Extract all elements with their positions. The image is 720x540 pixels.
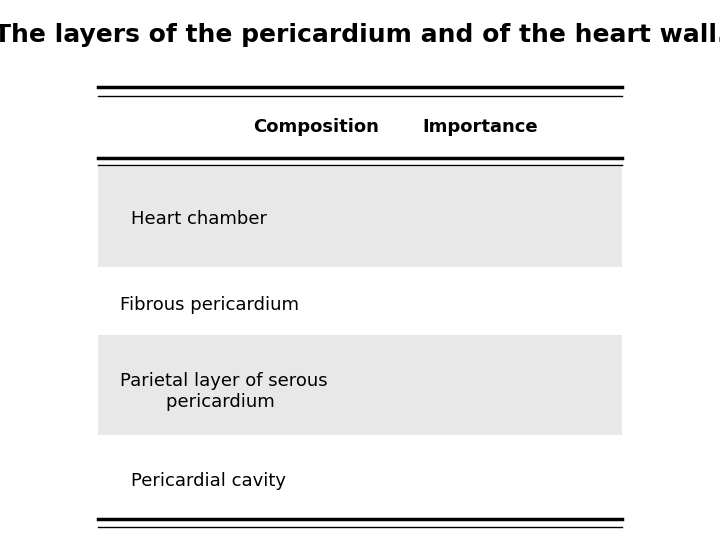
Bar xyxy=(98,167,622,267)
Text: Composition: Composition xyxy=(253,118,379,136)
Text: The layers of the pericardium and of the heart wall.: The layers of the pericardium and of the… xyxy=(0,23,720,47)
Text: Fibrous pericardium: Fibrous pericardium xyxy=(120,296,299,314)
Bar xyxy=(98,335,622,435)
Text: Parietal layer of serous
        pericardium: Parietal layer of serous pericardium xyxy=(120,372,328,411)
Text: Heart chamber: Heart chamber xyxy=(131,210,267,228)
Text: Pericardial cavity: Pericardial cavity xyxy=(131,471,286,490)
Text: Importance: Importance xyxy=(422,118,538,136)
